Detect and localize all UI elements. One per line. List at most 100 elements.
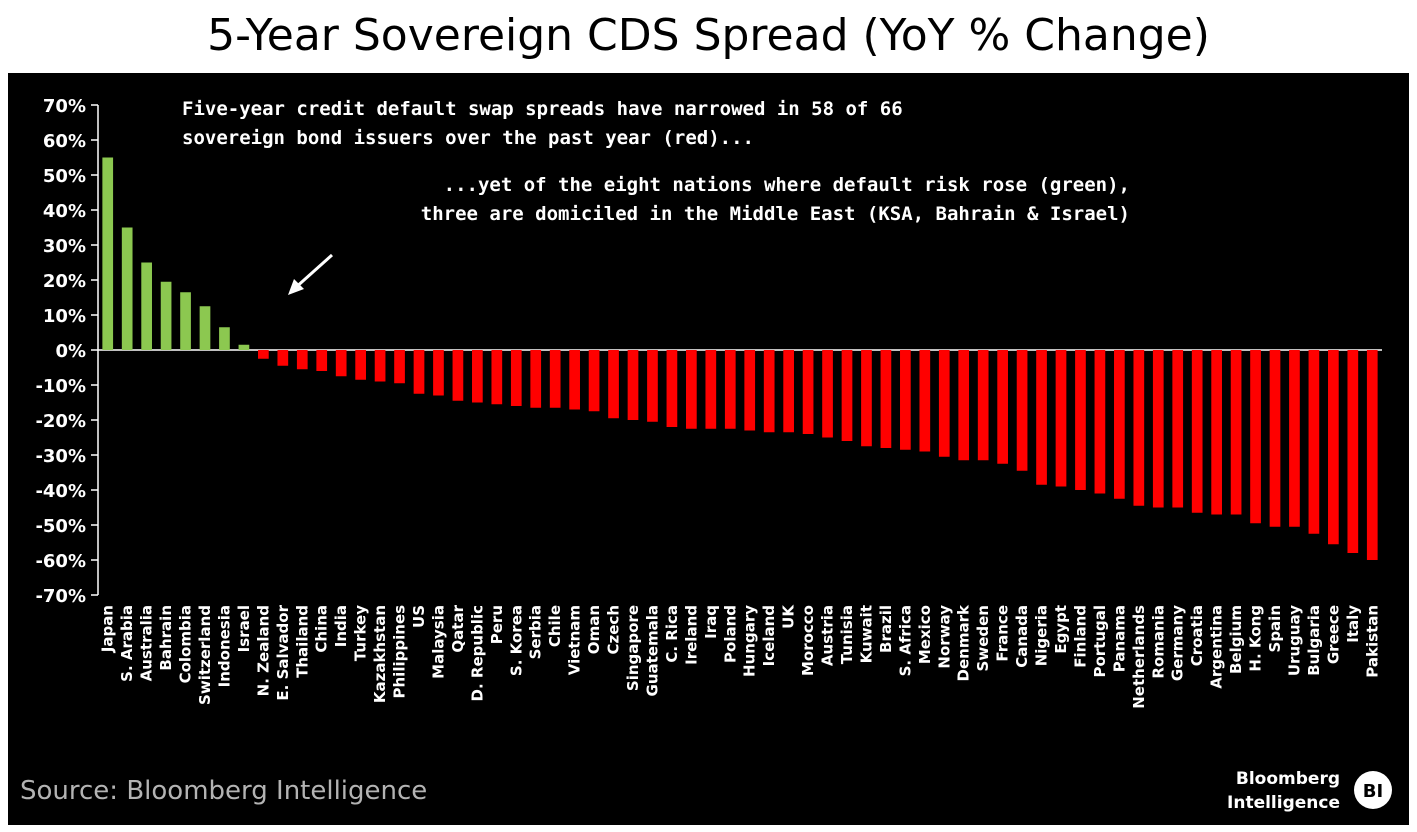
category-label: Colombia — [177, 605, 195, 683]
category-label: Iraq — [702, 605, 720, 639]
y-tick-label: 60% — [43, 131, 86, 152]
category-label: Qatar — [449, 604, 467, 652]
category-label: Thailand — [293, 605, 311, 678]
bar — [861, 350, 872, 447]
bar — [219, 327, 230, 350]
category-label: Tunisia — [838, 605, 856, 664]
category-label: Netherlands — [1130, 605, 1148, 709]
category-label: Belgium — [1227, 605, 1245, 674]
y-axis: 70% 60% 50% 40% 30% 20% 10% 0% -10% -20% -30% -40% -… — [35, 96, 1382, 607]
bar — [919, 350, 931, 452]
bar — [705, 350, 717, 429]
category-labels: Japan S. Arabia Australia Bahrain Colombia Sw… — [99, 604, 1382, 709]
category-label: Argentina — [1208, 605, 1226, 689]
bar — [783, 350, 794, 433]
category-label: Bahrain — [157, 605, 175, 671]
brand-name-line-1: Bloomberg — [1236, 769, 1340, 789]
bar — [822, 350, 833, 438]
category-label: H. Kong — [1247, 605, 1265, 672]
bar — [1152, 350, 1164, 508]
category-label: C. Rica — [663, 605, 681, 663]
category-label: Switzerland — [196, 605, 214, 705]
category-label: Turkey — [352, 605, 370, 661]
bar — [413, 350, 425, 394]
category-label: Panama — [1110, 605, 1128, 672]
category-label: Finland — [1071, 605, 1089, 668]
bar — [335, 350, 347, 377]
category-label: Poland — [721, 605, 739, 663]
bar — [938, 350, 950, 457]
bar — [355, 350, 366, 380]
cds-bar-chart: 70% 60% 50% 40% 30% 20% 10% 0% -10% -20% -30% -40% -… — [20, 96, 1392, 813]
bar — [900, 350, 911, 450]
y-tick-label: -50% — [35, 516, 86, 537]
y-tick-label: 20% — [43, 271, 86, 292]
category-label: Uruguay — [1285, 605, 1303, 676]
bar — [1269, 350, 1281, 527]
category-label: UK — [780, 604, 798, 629]
category-label: Norway — [935, 605, 953, 669]
bar — [180, 292, 191, 350]
bar — [121, 227, 133, 350]
y-tick-label: -20% — [35, 411, 86, 432]
bar — [1075, 350, 1086, 490]
category-label: Oman — [585, 605, 603, 654]
bar — [1347, 350, 1359, 553]
category-label: S. Africa — [896, 605, 914, 676]
category-label: S. Arabia — [118, 605, 136, 682]
y-tick-label: -10% — [35, 376, 86, 397]
category-label: Kuwait — [857, 605, 875, 663]
bar — [569, 350, 580, 410]
category-label: Malaysia — [429, 605, 447, 679]
y-tick-label: -30% — [35, 446, 86, 467]
page-title: 5-Year Sovereign CDS Spread (YoY % Chang… — [207, 10, 1210, 61]
category-label: Spain — [1266, 605, 1284, 652]
bar — [160, 281, 172, 350]
source-note: Source: Bloomberg Intelligence — [20, 776, 427, 806]
bar — [549, 350, 561, 408]
category-label: Kazakhstan — [371, 605, 389, 703]
bar — [1250, 350, 1261, 524]
bar — [627, 350, 639, 420]
y-tick-label: -70% — [35, 586, 86, 607]
category-label: India — [332, 605, 350, 647]
y-tick-label: 50% — [43, 166, 86, 187]
bar — [1094, 350, 1106, 494]
category-label: Portugal — [1091, 605, 1109, 678]
category-label: Australia — [138, 605, 156, 681]
bars-group — [102, 157, 1378, 560]
bar — [724, 350, 736, 429]
category-label: Japan — [99, 605, 117, 653]
category-label: Israel — [235, 605, 253, 652]
bar — [102, 157, 114, 350]
svg-text:BI: BI — [1363, 781, 1383, 802]
bar — [1289, 350, 1300, 527]
category-label: Italy — [1344, 605, 1362, 643]
bar — [647, 350, 658, 422]
bar — [608, 350, 619, 419]
y-tick-label: 10% — [43, 306, 86, 327]
category-label: Vietnam — [566, 605, 584, 675]
category-label: Austria — [819, 605, 837, 666]
category-label: Bulgaria — [1305, 605, 1323, 676]
chart-panel: 70% 60% 50% 40% 30% 20% 10% 0% -10% -20% -30% -40% -… — [8, 73, 1409, 825]
category-label: Morocco — [799, 605, 817, 676]
category-label: Ireland — [682, 605, 700, 665]
y-tick-label: -40% — [35, 481, 86, 502]
category-label: Peru — [488, 605, 506, 644]
bar — [199, 306, 211, 350]
bar — [588, 350, 600, 412]
category-label: Denmark — [955, 604, 973, 681]
bar — [763, 350, 775, 433]
bar — [1055, 350, 1067, 487]
category-label: Greece — [1324, 605, 1342, 664]
category-label: Hungary — [741, 605, 759, 677]
category-label: Croatia — [1188, 605, 1206, 666]
bar — [510, 350, 522, 406]
category-label: Czech — [605, 605, 623, 654]
category-label: US — [410, 605, 428, 628]
category-label: Mexico — [916, 605, 934, 664]
bar — [841, 350, 853, 441]
category-label: Sweden — [974, 605, 992, 671]
bar — [141, 262, 152, 350]
